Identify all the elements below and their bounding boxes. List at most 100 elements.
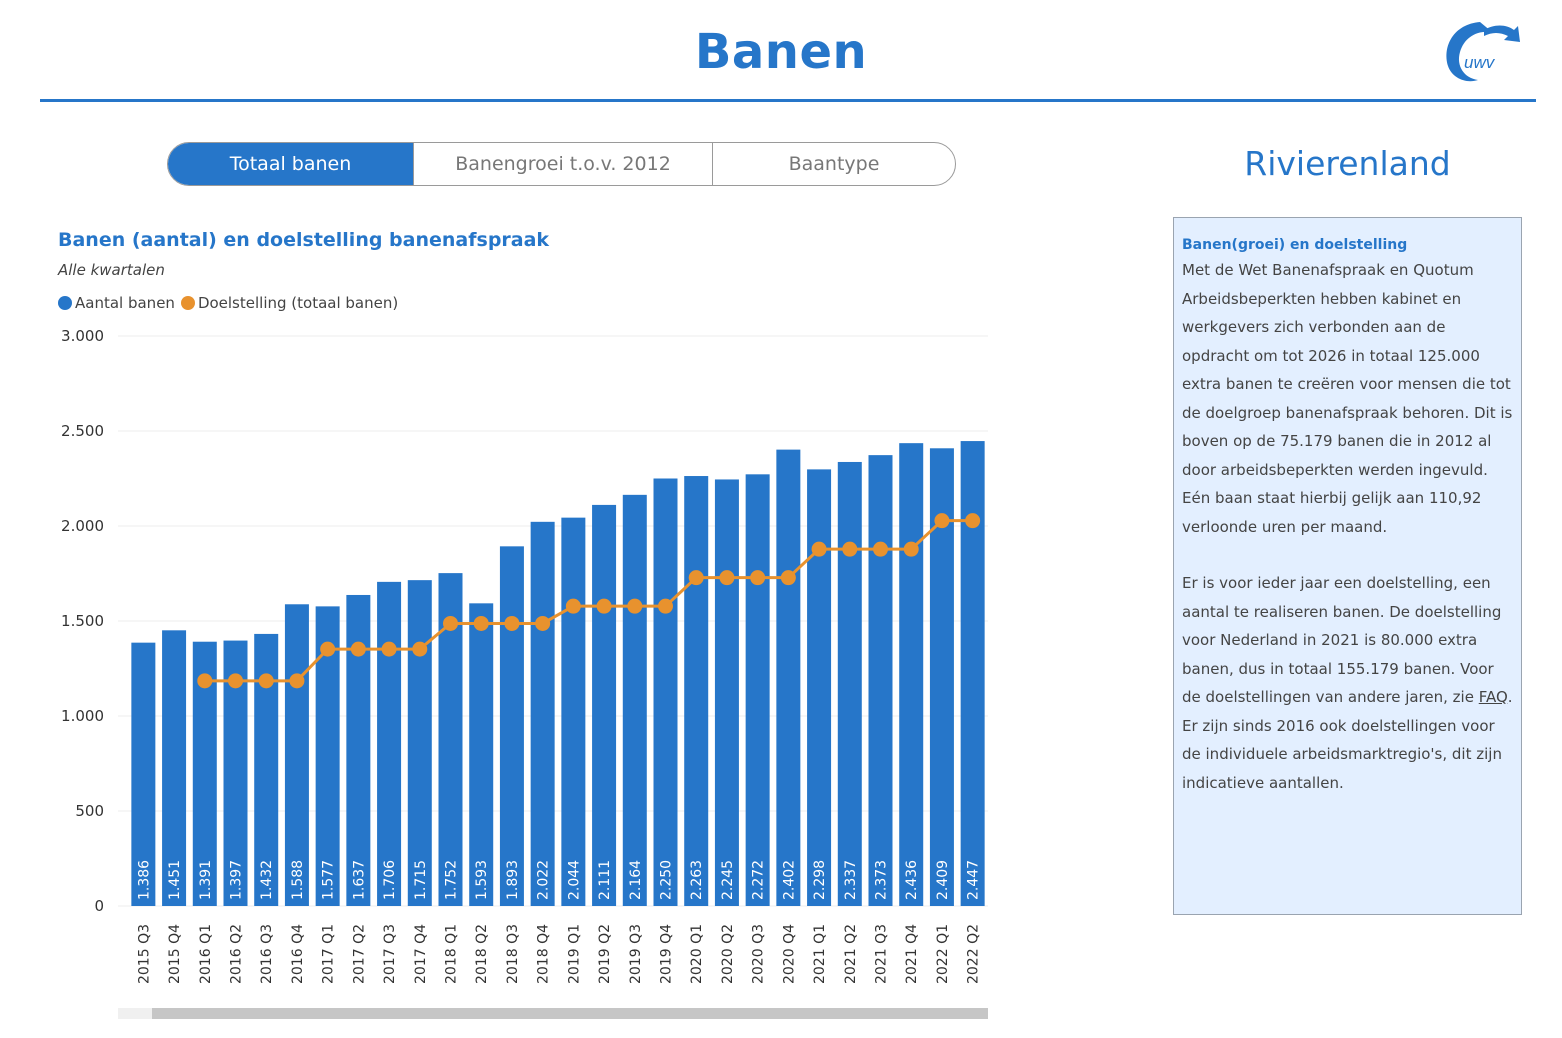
target-point[interactable] xyxy=(289,673,305,689)
target-point[interactable] xyxy=(811,541,827,557)
target-point[interactable] xyxy=(535,615,551,631)
bar-value-label: 1.397 xyxy=(229,860,245,900)
bar-value-label: 2.250 xyxy=(659,860,675,900)
bar-value-label: 1.752 xyxy=(444,860,460,900)
bar[interactable] xyxy=(407,580,432,906)
bar-value-label: 1.451 xyxy=(167,860,183,900)
bar[interactable] xyxy=(714,479,739,906)
x-tick-label: 2018 Q4 xyxy=(536,924,552,984)
target-point[interactable] xyxy=(596,598,612,614)
target-point[interactable] xyxy=(934,513,950,529)
bar-line-chart: 0 500 1.000 1.500 2.000 2.500 3.000 1.386 1.451 1… xyxy=(61,327,988,984)
bar[interactable] xyxy=(807,469,832,906)
bar[interactable] xyxy=(561,517,586,906)
x-tick-label: 2016 Q4 xyxy=(290,924,306,984)
x-tick-label: 2021 Q2 xyxy=(843,924,859,984)
bar[interactable] xyxy=(653,478,678,907)
bar-value-label: 2.298 xyxy=(812,860,828,900)
bar[interactable] xyxy=(530,521,555,906)
target-point[interactable] xyxy=(412,641,428,657)
target-point[interactable] xyxy=(903,541,919,557)
target-point[interactable] xyxy=(565,598,581,614)
target-point[interactable] xyxy=(473,615,489,631)
faq-link[interactable]: FAQ xyxy=(1478,688,1508,706)
y-tick-label: 1.500 xyxy=(61,612,104,630)
legend-label: Aantal banen xyxy=(75,294,175,312)
bar[interactable] xyxy=(684,476,709,906)
x-tick-label: 2020 Q1 xyxy=(689,924,705,984)
tab-baantype[interactable]: Baantype xyxy=(712,143,955,185)
target-point[interactable] xyxy=(719,570,735,586)
bar-value-label: 2.245 xyxy=(720,860,736,900)
bar-value-label: 1.577 xyxy=(321,860,337,900)
y-tick-label: 3.000 xyxy=(61,327,104,345)
target-point[interactable] xyxy=(504,615,520,631)
chart-legend: Aantal banen Doelstelling (totaal banen) xyxy=(58,294,404,312)
target-point[interactable] xyxy=(873,541,888,557)
bar[interactable] xyxy=(899,443,924,906)
bar-value-label: 2.436 xyxy=(904,860,920,900)
target-point[interactable] xyxy=(320,641,336,657)
legend-item-doelstelling[interactable]: Doelstelling (totaal banen) xyxy=(180,294,399,312)
bar[interactable] xyxy=(868,455,893,906)
bar-value-label: 2.402 xyxy=(781,860,797,900)
target-point[interactable] xyxy=(228,673,243,689)
y-tick-label: 500 xyxy=(75,802,104,820)
y-tick-label: 2.000 xyxy=(61,517,104,535)
bar-value-label: 1.715 xyxy=(413,860,429,900)
bar[interactable] xyxy=(131,642,156,906)
bar-value-label: 1.593 xyxy=(474,860,490,900)
x-tick-label: 2021 Q3 xyxy=(874,924,890,984)
info-paragraph-2: Er is voor ieder jaar een doelstelling, … xyxy=(1182,569,1513,797)
x-tick-label: 2016 Q2 xyxy=(229,924,245,984)
bar-value-label: 2.272 xyxy=(751,860,767,900)
info-paragraph-1: Met de Wet Banenafspraak en Quotum Arbei… xyxy=(1182,261,1513,536)
bar[interactable] xyxy=(592,504,617,906)
target-point[interactable] xyxy=(842,541,858,557)
logo-text: uwv xyxy=(1464,53,1496,72)
uwv-logo[interactable]: uwv xyxy=(1440,16,1522,86)
legend-swatch xyxy=(180,296,195,310)
target-point[interactable] xyxy=(350,641,366,657)
y-tick-label: 2.500 xyxy=(61,422,104,440)
legend-label: Doelstelling (totaal banen) xyxy=(197,294,399,312)
y-tick-label: 1.000 xyxy=(61,707,104,725)
bar[interactable] xyxy=(469,603,494,906)
bar[interactable] xyxy=(837,461,862,906)
x-tick-label: 2016 Q3 xyxy=(259,924,275,984)
tab-totaal-banen[interactable]: Totaal banen xyxy=(168,143,413,185)
bar[interactable] xyxy=(499,546,524,906)
bar[interactable] xyxy=(745,474,770,906)
target-point[interactable] xyxy=(658,598,673,614)
target-point[interactable] xyxy=(780,570,796,586)
target-point[interactable] xyxy=(688,570,704,586)
target-point[interactable] xyxy=(258,673,274,689)
bar[interactable] xyxy=(622,494,647,906)
bar-value-label: 1.391 xyxy=(198,860,214,900)
x-tick-label: 2020 Q3 xyxy=(751,924,767,984)
bar[interactable] xyxy=(960,441,985,906)
x-tick-label: 2018 Q3 xyxy=(505,924,521,984)
x-tick-label: 2017 Q3 xyxy=(382,924,398,984)
chart-subtitle: Alle kwartalen xyxy=(58,261,165,279)
x-tick-label: 2015 Q4 xyxy=(167,924,183,984)
page-title: Banen xyxy=(694,24,868,80)
target-point[interactable] xyxy=(443,615,458,631)
bar[interactable] xyxy=(162,630,187,906)
tab-banengroei[interactable]: Banengroei t.o.v. 2012 xyxy=(413,143,712,185)
x-tick-label: 2017 Q4 xyxy=(413,924,429,984)
target-point[interactable] xyxy=(197,673,213,689)
bar[interactable] xyxy=(377,581,402,906)
bar-value-label: 2.373 xyxy=(874,860,890,900)
target-point[interactable] xyxy=(965,513,981,529)
chart-title: Banen (aantal) en doelstelling banenafsp… xyxy=(58,229,550,251)
legend-item-aantal-banen[interactable]: Aantal banen xyxy=(58,294,175,312)
bar-value-label: 2.447 xyxy=(966,860,982,900)
bar[interactable] xyxy=(776,449,801,906)
chart-scrollbar-thumb[interactable] xyxy=(152,1008,988,1019)
target-point[interactable] xyxy=(627,598,643,614)
bar[interactable] xyxy=(284,604,309,906)
target-point[interactable] xyxy=(750,570,766,586)
info-text: . Er zijn sinds 2016 ook doelstellingen … xyxy=(1182,688,1513,792)
target-point[interactable] xyxy=(381,641,397,657)
